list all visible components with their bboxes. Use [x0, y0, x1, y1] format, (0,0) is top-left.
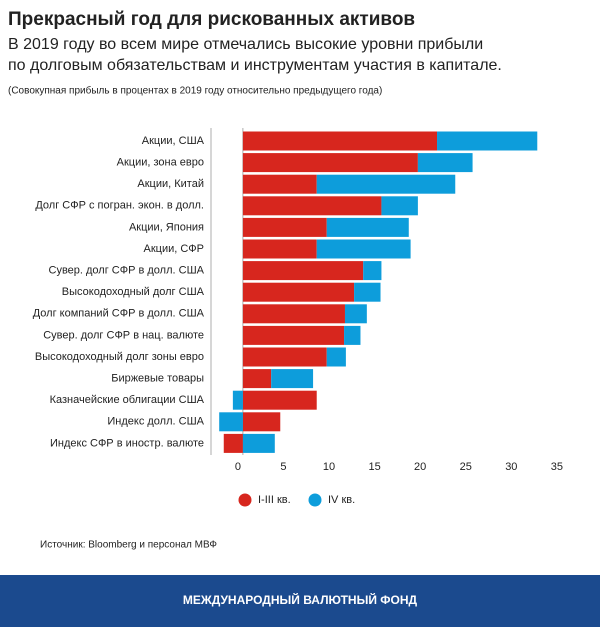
category-label: Долг компаний СФР в долл. США	[33, 308, 205, 320]
x-tick-label: 10	[323, 461, 335, 473]
category-label: Биржевые товары	[111, 373, 204, 385]
bar	[271, 369, 314, 389]
bar	[354, 282, 381, 302]
bar	[326, 217, 409, 237]
bar	[242, 174, 317, 194]
x-tick-label: 30	[505, 461, 517, 473]
category-label: Сувер. долг СФР в нац. валюте	[43, 329, 204, 341]
category-label: Сувер. долг СФР в долл. США	[49, 265, 205, 277]
chart-subtitle: В 2019 году во всем мире отмечались высо…	[8, 36, 483, 53]
category-label: Акции, зона евро	[117, 157, 204, 169]
bar	[242, 261, 364, 281]
chart-subtitle: по долговым обязательствам и инструмента…	[8, 57, 502, 74]
source: Источник: Bloomberg и персонал МВФ	[40, 540, 217, 551]
chart-title: Прекрасный год для рискованных активов	[8, 9, 415, 30]
bar	[417, 153, 473, 173]
x-tick-label: 0	[235, 461, 241, 473]
legend-label: I-III кв.	[258, 494, 291, 506]
bar	[223, 433, 243, 453]
bar	[437, 131, 538, 151]
x-tick-label: 35	[551, 461, 563, 473]
bar	[242, 153, 418, 173]
category-label: Индекс долл. США	[107, 416, 204, 428]
bar	[242, 282, 355, 302]
bar	[242, 433, 275, 453]
category-label: Акции, СФР	[144, 243, 205, 255]
category-label: Акции, США	[142, 135, 205, 147]
bar	[242, 217, 327, 237]
bar	[242, 390, 317, 410]
bar	[316, 239, 411, 259]
bar	[242, 369, 272, 389]
category-label: Высокодоходный долг США	[62, 286, 205, 298]
category-label: Долг СФР с погран. экон. в долл.	[35, 200, 204, 212]
legend-label: IV кв.	[328, 494, 355, 506]
legend-swatch	[308, 493, 322, 507]
footer-band	[0, 575, 600, 627]
category-label: Акции, Япония	[129, 221, 204, 233]
bar	[219, 412, 243, 432]
bar	[242, 412, 281, 432]
bar	[242, 304, 345, 324]
category-label: Высокодоходный долг зоны евро	[35, 351, 204, 363]
category-label: Казначейские облигации США	[50, 394, 205, 406]
bar	[242, 196, 382, 216]
footer-text: МЕЖДУНАРОДНЫЙ ВАЛЮТНЫЙ ФОНД	[183, 592, 418, 607]
bar	[344, 325, 361, 345]
x-tick-label: 20	[414, 461, 426, 473]
bar	[316, 174, 456, 194]
bar	[242, 239, 317, 259]
bar	[326, 347, 346, 367]
bar	[381, 196, 418, 216]
chart-note: (Совокупная прибыль в процентах в 2019 г…	[8, 85, 382, 97]
category-label: Акции, Китай	[137, 178, 204, 190]
bar	[344, 304, 367, 324]
bar	[363, 261, 382, 281]
bar	[242, 325, 345, 345]
category-label: Индекс СФР в иностр. валюте	[50, 437, 204, 449]
x-tick-label: 15	[368, 461, 380, 473]
legend-swatch	[238, 493, 252, 507]
x-tick-label: 5	[280, 461, 286, 473]
bar	[242, 347, 327, 367]
bar	[232, 390, 243, 410]
bar	[242, 131, 438, 151]
x-tick-label: 25	[460, 461, 472, 473]
